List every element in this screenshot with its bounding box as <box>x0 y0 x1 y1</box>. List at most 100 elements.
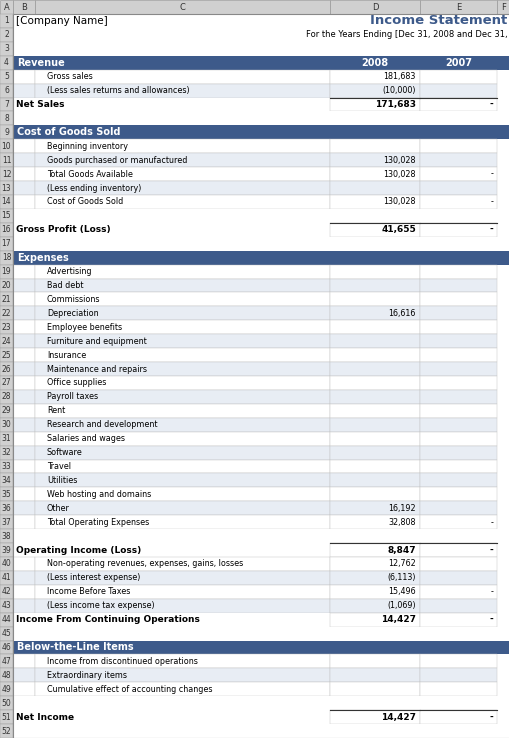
Text: 31: 31 <box>2 434 11 443</box>
Bar <box>329 432 419 446</box>
Bar <box>35 432 329 446</box>
Text: Depreciation: Depreciation <box>47 308 98 318</box>
Bar <box>13 487 35 501</box>
Text: 26: 26 <box>2 365 11 373</box>
Text: Goods purchased or manufactured: Goods purchased or manufactured <box>47 156 187 165</box>
Text: Utilities: Utilities <box>47 476 77 485</box>
Bar <box>329 292 419 306</box>
Bar <box>13 278 35 292</box>
Bar <box>0 265 13 278</box>
Text: Below-the-Line Items: Below-the-Line Items <box>17 643 133 652</box>
Text: 17: 17 <box>2 239 11 248</box>
Bar <box>419 557 496 571</box>
Text: Payroll taxes: Payroll taxes <box>47 393 98 401</box>
Bar <box>0 571 13 584</box>
Bar <box>0 14 13 28</box>
Bar <box>13 584 35 599</box>
Text: 14: 14 <box>2 198 11 207</box>
Text: 49: 49 <box>2 685 11 694</box>
Text: 46: 46 <box>2 643 11 652</box>
Bar <box>13 446 35 460</box>
Bar <box>35 362 329 376</box>
Bar <box>419 376 496 390</box>
Bar <box>419 83 496 97</box>
Text: [Company Name]: [Company Name] <box>16 16 107 26</box>
Bar <box>419 139 496 154</box>
Text: Bad debt: Bad debt <box>47 281 83 290</box>
Bar <box>35 154 329 167</box>
Bar <box>13 125 509 139</box>
Bar <box>0 515 13 529</box>
Text: 41: 41 <box>2 573 11 582</box>
Text: 36: 36 <box>2 504 11 513</box>
Text: -: - <box>489 587 492 596</box>
Text: 130,028: 130,028 <box>383 156 415 165</box>
Bar <box>329 446 419 460</box>
Bar <box>329 14 509 28</box>
Bar <box>329 683 419 696</box>
Bar <box>35 167 329 181</box>
Bar <box>419 404 496 418</box>
Bar <box>0 0 13 14</box>
Bar <box>419 655 496 669</box>
Text: Net Income: Net Income <box>16 713 74 722</box>
Bar <box>0 139 13 154</box>
Bar <box>0 97 13 111</box>
Bar <box>13 237 509 251</box>
Text: 171,683: 171,683 <box>374 100 415 109</box>
Text: 8: 8 <box>4 114 9 123</box>
Bar <box>13 529 509 543</box>
Bar <box>419 265 496 278</box>
Bar <box>13 515 35 529</box>
Text: Non-operating revenues, expenses, gains, losses: Non-operating revenues, expenses, gains,… <box>47 559 243 568</box>
Bar <box>0 446 13 460</box>
Text: 2008: 2008 <box>361 58 388 68</box>
Text: Income From Continuing Operations: Income From Continuing Operations <box>16 615 200 624</box>
Bar <box>13 696 509 710</box>
Bar <box>419 683 496 696</box>
Text: (10,000): (10,000) <box>382 86 415 95</box>
Bar <box>0 418 13 432</box>
Bar <box>13 139 35 154</box>
Text: 10: 10 <box>2 142 11 151</box>
Bar <box>0 404 13 418</box>
Text: -: - <box>488 225 492 234</box>
Bar <box>13 724 509 738</box>
Text: Gross Profit (Loss): Gross Profit (Loss) <box>16 225 110 234</box>
Text: Cumulative effect of accounting changes: Cumulative effect of accounting changes <box>47 685 212 694</box>
Bar <box>329 306 419 320</box>
Bar <box>13 97 35 111</box>
Bar <box>419 515 496 529</box>
Text: 34: 34 <box>2 476 11 485</box>
Text: D: D <box>371 2 378 12</box>
Text: 30: 30 <box>2 420 11 430</box>
Text: Web hosting and domains: Web hosting and domains <box>47 490 151 499</box>
Bar <box>419 362 496 376</box>
Bar <box>419 0 496 14</box>
Text: -: - <box>489 170 492 179</box>
Bar <box>13 111 509 125</box>
Text: Travel: Travel <box>47 462 71 471</box>
Text: -: - <box>488 100 492 109</box>
Text: Research and development: Research and development <box>47 420 157 430</box>
Bar <box>329 584 419 599</box>
Text: 29: 29 <box>2 407 11 415</box>
Bar <box>329 195 419 209</box>
Bar <box>419 571 496 584</box>
Text: Net Sales: Net Sales <box>16 100 64 109</box>
Text: C: C <box>179 2 185 12</box>
Bar <box>13 56 509 69</box>
Bar <box>13 683 35 696</box>
Bar <box>329 154 419 167</box>
Bar <box>35 613 329 627</box>
Text: -: - <box>488 615 492 624</box>
Bar <box>0 223 13 237</box>
Bar <box>13 69 35 83</box>
Text: 15: 15 <box>2 211 11 221</box>
Bar <box>419 418 496 432</box>
Bar <box>329 474 419 487</box>
Text: -: - <box>488 713 492 722</box>
Text: (Less ending inventory): (Less ending inventory) <box>47 184 141 193</box>
Bar <box>419 334 496 348</box>
Bar <box>13 223 35 237</box>
